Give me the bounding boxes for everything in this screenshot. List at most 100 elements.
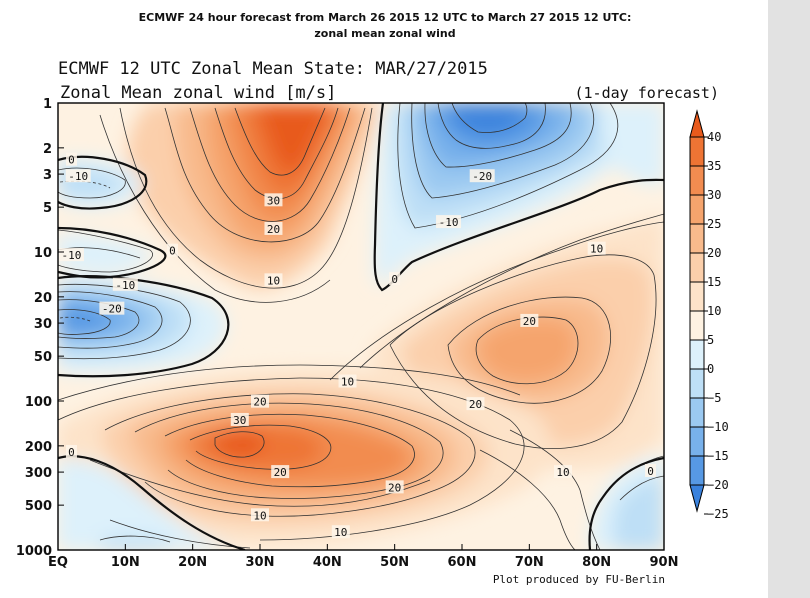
x-tick-label: 20N: [178, 555, 207, 570]
contour-label-bg: [271, 465, 290, 479]
y-tick-label: 1000: [16, 544, 52, 559]
chart-subtitle: Zonal Mean zonal wind [m/s]: [60, 83, 336, 103]
contour-label-bg: [65, 152, 77, 166]
contour-label-bg: [331, 525, 350, 539]
contour-label-bg: [645, 464, 657, 478]
contour-label: 0: [68, 446, 75, 459]
y-tick-label: 100: [25, 395, 52, 410]
y-tick-label: 30: [34, 317, 52, 332]
contour-label: 30: [267, 194, 280, 207]
contour-label: 30: [233, 414, 246, 427]
colorbar-label: −15: [707, 449, 729, 463]
contour-label: -10: [62, 249, 82, 262]
colorbar-swatch: [689, 455, 705, 486]
x-tick-label: 40N: [313, 555, 342, 570]
chart-title: ECMWF 12 UTC Zonal Mean State: MAR/27/20…: [58, 59, 488, 79]
contour-label-bg: [554, 465, 572, 479]
colorbar-swatch: [689, 310, 705, 341]
colorbar: 40 35 30 25 20 15 10 5 0 −5 −10 −15 −20 −25: [689, 109, 729, 521]
contour-label-bg: [338, 374, 357, 388]
wind-field-fills: [58, 103, 664, 550]
contour-label: 20: [253, 396, 266, 409]
forecast-label: (1-day forecast): [575, 84, 720, 102]
contour-label: -10: [68, 170, 88, 183]
x-tick-label: 60N: [448, 555, 477, 570]
colorbar-label: −20: [707, 478, 729, 492]
header-line-2: zonal mean zonal wind: [314, 27, 456, 40]
colorbar-swatch: [689, 223, 705, 254]
colorbar-swatch: [689, 165, 705, 196]
x-tick-label: 70N: [515, 555, 544, 570]
x-tick-label: 90N: [650, 555, 679, 570]
colorbar-bottom-arrow: [689, 484, 705, 513]
colorbar-swatch: [689, 252, 705, 283]
contour-label-bg: [251, 394, 269, 408]
contour-label-bg: [166, 243, 178, 257]
colorbar-swatch: [689, 368, 705, 399]
header-line-1: ECMWF 24 hour forecast from March 26 201…: [138, 11, 632, 24]
colorbar-label: −5: [707, 391, 721, 405]
y-tick-label: 10: [34, 246, 52, 261]
contour-label: 10: [253, 509, 266, 522]
contour-label: 0: [169, 245, 176, 258]
contour-label: 10: [556, 466, 569, 479]
colorbar-label: 35: [707, 159, 721, 173]
y-tick-label: 500: [25, 499, 52, 514]
contour-label: -10: [115, 279, 135, 292]
contour-label: -20: [102, 303, 122, 316]
contour-label: 20: [274, 466, 287, 479]
contour-label-bg: [264, 221, 283, 235]
colorbar-label: −25: [707, 507, 729, 521]
contour-label: -20: [472, 170, 492, 183]
contour-label-bg: [65, 169, 91, 183]
contour-label-bg: [587, 241, 606, 255]
contour-label-bg: [466, 397, 485, 411]
colorbar-label: 5: [707, 333, 714, 347]
colorbar-swatch: [689, 194, 705, 225]
y-tick-label: 2: [43, 142, 52, 157]
contour-label: 20: [469, 398, 482, 411]
colorbar-label: 15: [707, 275, 721, 289]
colorbar-swatch: [689, 397, 705, 428]
contour-label: 0: [391, 273, 398, 286]
colorbar-label: 25: [707, 217, 721, 231]
y-tick-label: 50: [34, 350, 52, 365]
contour-label-bg: [520, 313, 539, 327]
contour-label: 10: [590, 243, 603, 256]
x-tick-label: EQ: [48, 555, 68, 570]
y-tick-label: 300: [25, 466, 52, 481]
contour-label-bg: [251, 508, 269, 522]
colorbar-top-arrow: [689, 109, 705, 138]
contour-label: 0: [68, 154, 75, 167]
colorbar-label: 30: [707, 188, 721, 202]
colorbar-label: 20: [707, 246, 721, 260]
contour-label: 0: [647, 465, 654, 478]
colorbar-label: −10: [707, 420, 729, 434]
contour-label: 10: [334, 526, 347, 539]
colorbar-label: 40: [707, 130, 721, 144]
contour-label-bg: [436, 215, 462, 229]
y-tick-label: 20: [34, 291, 52, 306]
x-tick-label: 10N: [111, 555, 140, 570]
contour-labels: 0 -10 30 20 -20 -10 -10 0 10 0 10 -10 -20 20 10 20 20 30 2…: [58, 152, 657, 539]
contour-label-bg: [58, 248, 84, 262]
contour-label: 10: [267, 274, 280, 287]
contour-label-bg: [469, 169, 495, 183]
contour-label-bg: [385, 480, 404, 494]
contour-label-bg: [264, 273, 283, 287]
x-tick-label: 50N: [380, 555, 409, 570]
y-tick-label: 3: [43, 168, 52, 183]
contour-label-bg: [99, 301, 125, 315]
window-right-margin: [768, 0, 810, 598]
zonal-wind-chart: ECMWF 12 UTC Zonal Mean State: MAR/27/20…: [16, 59, 729, 586]
credit-text: Plot produced by FU-Berlin: [493, 573, 665, 586]
page-header: ECMWF 24 hour forecast from March 26 201…: [0, 10, 770, 42]
contour-label-bg: [389, 272, 401, 286]
plot-frame: [57, 102, 665, 551]
y-tick-label: 200: [25, 440, 52, 455]
contour-label: 20: [388, 481, 401, 494]
colorbar-swatch: [689, 281, 705, 312]
plot-area: [58, 103, 664, 550]
y-tick-label: 5: [43, 201, 52, 216]
x-axis: EQ 10N 20N 30N 40N 50N 60N 70N 80N 90N: [48, 544, 678, 570]
